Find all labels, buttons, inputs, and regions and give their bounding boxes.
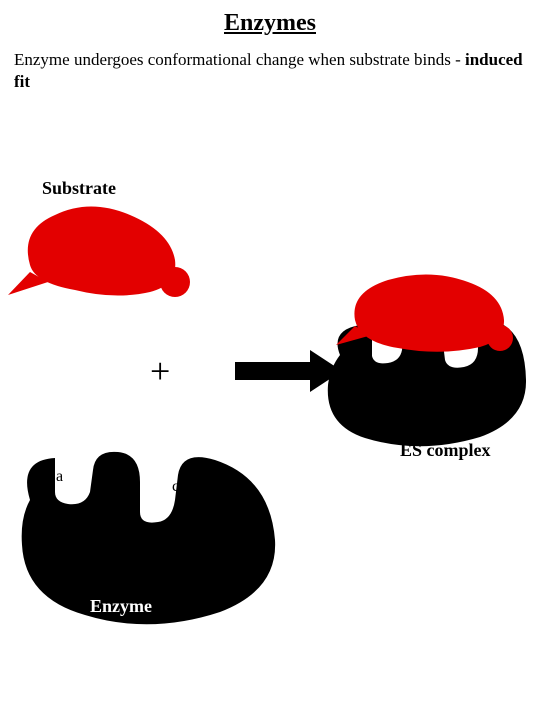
- arrow-icon: [235, 350, 342, 392]
- substrate-bump: [160, 267, 190, 297]
- es-substrate-bump: [487, 325, 513, 351]
- es-substrate-body: [354, 274, 504, 351]
- es-complex-label: ES complex: [400, 440, 491, 461]
- substrate-label: Substrate: [42, 178, 116, 199]
- substrate-shape: [8, 207, 190, 298]
- notch-c-label: c: [172, 478, 179, 496]
- es-complex-shape: [328, 274, 526, 446]
- substrate-body: [28, 207, 176, 296]
- plus-symbol: +: [150, 350, 170, 392]
- diagram-canvas: [0, 0, 540, 720]
- enzyme-label: Enzyme: [90, 596, 152, 617]
- notch-a-label: a: [56, 468, 63, 486]
- notch-b-label: b: [106, 495, 114, 513]
